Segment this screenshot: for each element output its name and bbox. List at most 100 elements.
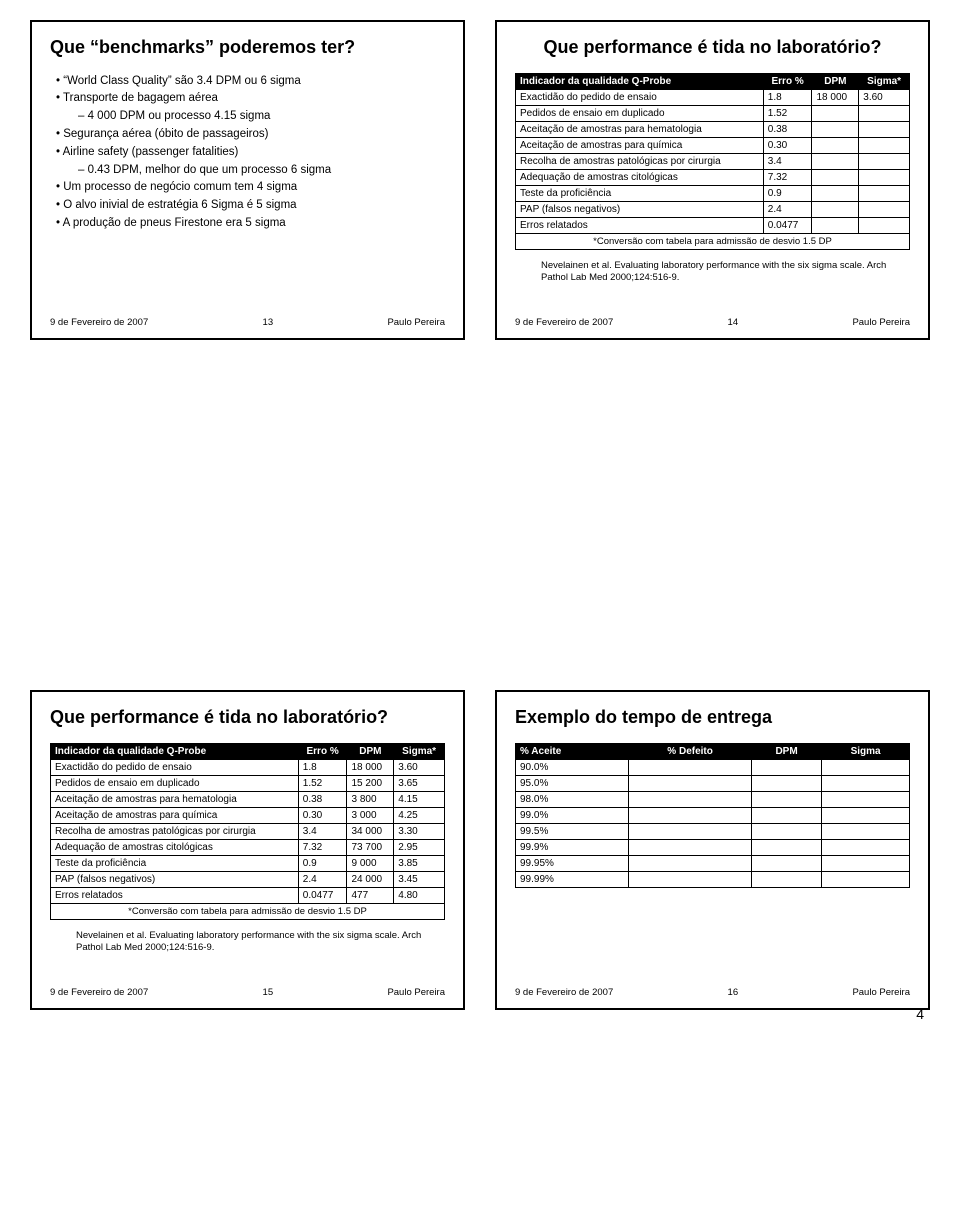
table-cell: 18 000 (812, 89, 859, 105)
table-cell (751, 807, 821, 823)
table-cell: Pedidos de ensaio em duplicado (51, 775, 299, 791)
table-row: 99.9% (516, 839, 910, 855)
slide-title: Exemplo do tempo de entrega (515, 706, 910, 729)
table-cell: Aceitação de amostras para hematologia (516, 121, 764, 137)
table-cell (629, 775, 752, 791)
page-number: 4 (916, 1006, 924, 1022)
citation: Nevelainen et al. Evaluating laboratory … (50, 930, 445, 955)
table-cell: 1.52 (763, 105, 812, 121)
table-header: Sigma (822, 743, 910, 759)
table-cell: 4.15 (394, 791, 445, 807)
table-cell: 3.60 (394, 759, 445, 775)
footer-page: 16 (728, 987, 739, 998)
bullet-item: Segurança aérea (óbito de passageiros) (56, 126, 445, 144)
table-cell (751, 759, 821, 775)
table-cell: 90.0% (516, 759, 629, 775)
table-cell: 98.0% (516, 791, 629, 807)
table-cell: 2.95 (394, 839, 445, 855)
table-cell: 0.9 (763, 185, 812, 201)
table-cell: Erros relatados (516, 217, 764, 233)
table-cell (822, 791, 910, 807)
table-cell (822, 839, 910, 855)
table-cell (859, 169, 910, 185)
table-cell (812, 169, 859, 185)
table-header: Indicador da qualidade Q-Probe (51, 743, 299, 759)
table-cell (822, 807, 910, 823)
footer-date: 9 de Fevereiro de 2007 (50, 317, 148, 328)
table-cell (812, 121, 859, 137)
bullet-item: Transporte de bagagem aérea (56, 90, 445, 108)
slide-footer: 9 de Fevereiro de 2007 16 Paulo Pereira (515, 979, 910, 998)
table-cell: 73 700 (347, 839, 394, 855)
table-cell (822, 823, 910, 839)
table-header: % Defeito (629, 743, 752, 759)
table-cell: 2.4 (763, 201, 812, 217)
table-row: Adequação de amostras citológicas7.3273 … (51, 839, 445, 855)
footer-date: 9 de Fevereiro de 2007 (515, 987, 613, 998)
table-cell: Aceitação de amostras para química (516, 137, 764, 153)
delivery-table: % Aceite% DefeitoDPMSigma90.0%95.0%98.0%… (515, 743, 910, 888)
footer-date: 9 de Fevereiro de 2007 (50, 987, 148, 998)
table-cell: 3 000 (347, 807, 394, 823)
table-cell: 0.38 (298, 791, 347, 807)
table-cell (751, 823, 821, 839)
table-cell (859, 217, 910, 233)
table-cell: 3.65 (394, 775, 445, 791)
table-cell: 4.25 (394, 807, 445, 823)
table-cell (751, 871, 821, 887)
table-header: Sigma* (394, 743, 445, 759)
table-cell (859, 105, 910, 121)
table-cell: 24 000 (347, 871, 394, 887)
table-row: Pedidos de ensaio em duplicado1.5215 200… (51, 775, 445, 791)
bullet-item: “World Class Quality” são 3.4 DPM ou 6 s… (56, 73, 445, 91)
table-cell (751, 855, 821, 871)
table-cell: PAP (falsos negativos) (51, 871, 299, 887)
table-row: PAP (falsos negativos)2.424 0003.45 (51, 871, 445, 887)
footer-page: 15 (263, 987, 274, 998)
table-cell: 477 (347, 887, 394, 903)
qprobe-table: Indicador da qualidade Q-ProbeErro %DPMS… (515, 73, 910, 234)
footer-page: 13 (263, 317, 274, 328)
table-cell (822, 759, 910, 775)
table-cell (812, 153, 859, 169)
bullet-item: Airline safety (passenger fatalities) (56, 144, 445, 162)
table-cell: 0.9 (298, 855, 347, 871)
table-cell: 34 000 (347, 823, 394, 839)
table-cell: 0.38 (763, 121, 812, 137)
table-cell: Adequação de amostras citológicas (516, 169, 764, 185)
table-header: Sigma* (859, 73, 910, 89)
table-row: Aceitação de amostras para química0.303 … (51, 807, 445, 823)
table-header: Erro % (298, 743, 347, 759)
table-cell: 99.99% (516, 871, 629, 887)
table-note: *Conversão com tabela para admissão de d… (515, 234, 910, 250)
table-row: Teste da proficiência0.99 0003.85 (51, 855, 445, 871)
table-cell (812, 137, 859, 153)
table-cell (822, 775, 910, 791)
table-row: Exactidão do pedido de ensaio1.818 0003.… (516, 89, 910, 105)
table-header: % Aceite (516, 743, 629, 759)
table-cell (629, 823, 752, 839)
table-cell: 4.80 (394, 887, 445, 903)
table-cell: 3.60 (859, 89, 910, 105)
table-row: 90.0% (516, 759, 910, 775)
table-cell: Aceitação de amostras para química (51, 807, 299, 823)
table-cell: Aceitação de amostras para hematologia (51, 791, 299, 807)
table-note: *Conversão com tabela para admissão de d… (50, 904, 445, 920)
table-cell: 7.32 (298, 839, 347, 855)
table-row: Teste da proficiência0.9 (516, 185, 910, 201)
table-cell (859, 153, 910, 169)
citation: Nevelainen et al. Evaluating laboratory … (515, 260, 910, 285)
table-cell (812, 201, 859, 217)
table-cell (629, 855, 752, 871)
table-cell: Erros relatados (51, 887, 299, 903)
table-row: Aceitação de amostras para hematologia0.… (51, 791, 445, 807)
table-header: DPM (751, 743, 821, 759)
table-row: Recolha de amostras patológicas por ciru… (51, 823, 445, 839)
table-cell (812, 185, 859, 201)
table-cell (751, 839, 821, 855)
table-row: 99.99% (516, 871, 910, 887)
table-row: PAP (falsos negativos)2.4 (516, 201, 910, 217)
table-row: 99.5% (516, 823, 910, 839)
slide-13: Que “benchmarks” poderemos ter? “World C… (30, 20, 465, 340)
footer-author: Paulo Pereira (387, 987, 445, 998)
